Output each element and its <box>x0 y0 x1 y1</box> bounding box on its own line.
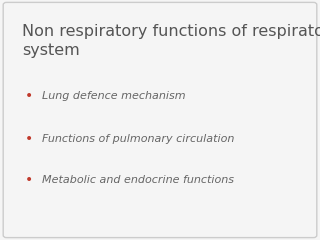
Text: Lung defence mechanism: Lung defence mechanism <box>42 91 185 101</box>
Text: Functions of pulmonary circulation: Functions of pulmonary circulation <box>42 134 234 144</box>
Text: •: • <box>25 132 33 146</box>
Text: Metabolic and endocrine functions: Metabolic and endocrine functions <box>42 175 234 185</box>
Text: Non respiratory functions of respiratory
system: Non respiratory functions of respiratory… <box>22 24 320 58</box>
Text: •: • <box>25 89 33 103</box>
Text: •: • <box>25 173 33 187</box>
